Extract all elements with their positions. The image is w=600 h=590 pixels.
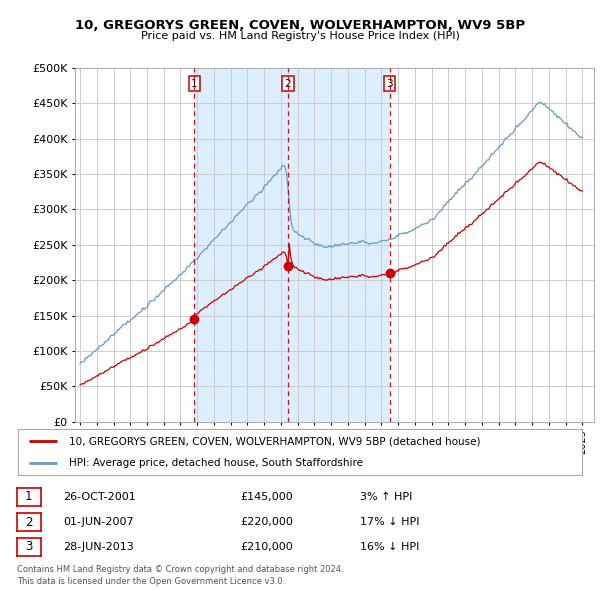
- Bar: [288, 68, 389, 422]
- Text: 16% ↓ HPI: 16% ↓ HPI: [360, 542, 419, 552]
- Text: 17% ↓ HPI: 17% ↓ HPI: [360, 517, 419, 527]
- Text: 10, GREGORYS GREEN, COVEN, WOLVERHAMPTON, WV9 5BP (detached house): 10, GREGORYS GREEN, COVEN, WOLVERHAMPTON…: [69, 437, 480, 447]
- Text: 10, GREGORYS GREEN, COVEN, WOLVERHAMPTON, WV9 5BP: 10, GREGORYS GREEN, COVEN, WOLVERHAMPTON…: [75, 19, 525, 32]
- Text: 3% ↑ HPI: 3% ↑ HPI: [360, 492, 412, 502]
- Text: £145,000: £145,000: [240, 492, 293, 502]
- Point: [385, 268, 394, 278]
- Bar: [194, 68, 288, 422]
- Text: 2: 2: [25, 516, 32, 529]
- Text: 01-JUN-2007: 01-JUN-2007: [63, 517, 134, 527]
- Point: [190, 314, 199, 324]
- Text: HPI: Average price, detached house, South Staffordshire: HPI: Average price, detached house, Sout…: [69, 457, 363, 467]
- Text: £220,000: £220,000: [240, 517, 293, 527]
- Text: 3: 3: [386, 79, 393, 88]
- Text: 1: 1: [191, 79, 197, 88]
- Text: Contains HM Land Registry data © Crown copyright and database right 2024.
This d: Contains HM Land Registry data © Crown c…: [17, 565, 343, 586]
- Text: 28-JUN-2013: 28-JUN-2013: [63, 542, 134, 552]
- Text: 3: 3: [25, 540, 32, 553]
- Point: [283, 261, 293, 271]
- Text: £210,000: £210,000: [240, 542, 293, 552]
- Text: 1: 1: [25, 490, 32, 503]
- Text: 26-OCT-2001: 26-OCT-2001: [63, 492, 136, 502]
- Text: Price paid vs. HM Land Registry's House Price Index (HPI): Price paid vs. HM Land Registry's House …: [140, 31, 460, 41]
- Text: 2: 2: [284, 79, 291, 88]
